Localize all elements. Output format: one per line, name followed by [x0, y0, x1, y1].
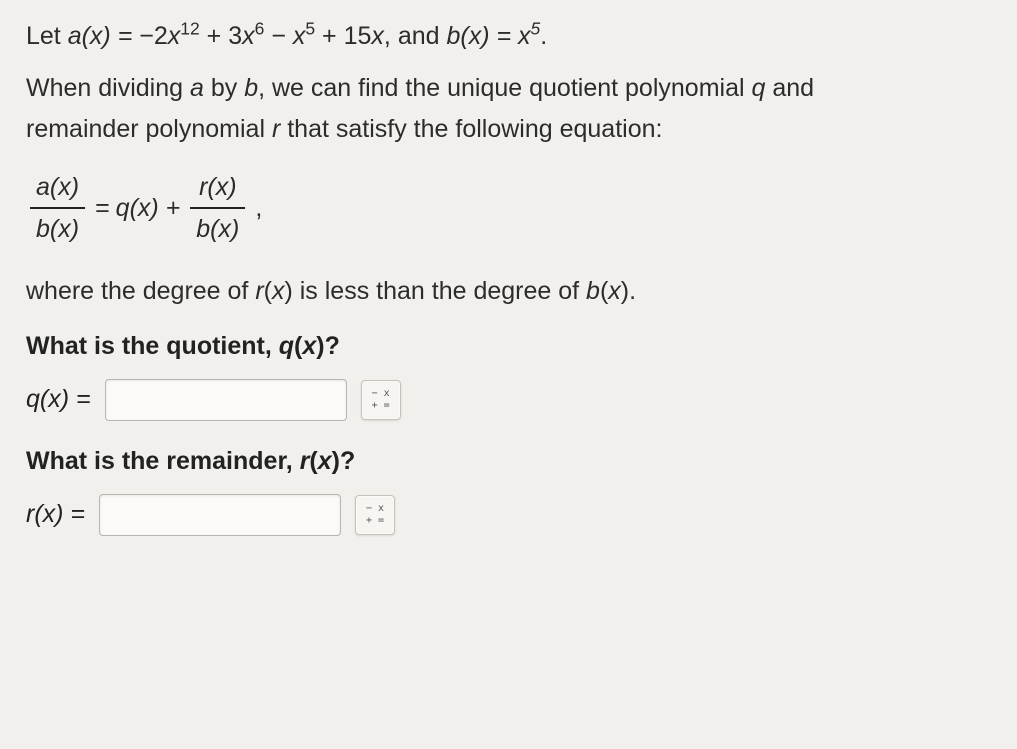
q-term: q(x) +	[116, 190, 181, 226]
eq-btn-row1: − x	[366, 504, 384, 514]
a-rhs: −2x12 + 3x6 − x5 + 15x	[139, 22, 384, 50]
remainder-input[interactable]	[99, 494, 341, 536]
problem-page: Let a(x) = −2x12 + 3x6 − x5 + 15x, and b…	[0, 0, 1017, 749]
remainder-prompt: What is the remainder, r(x)?	[26, 447, 991, 476]
frac1-den: b(x)	[30, 209, 85, 247]
equals: =	[95, 190, 110, 226]
b-lhs: b(x) =	[446, 22, 518, 50]
paragraph-line-1: When dividing a by b, we can find the un…	[26, 70, 991, 106]
eq-tail: ,	[255, 190, 262, 226]
period: .	[540, 22, 547, 50]
quotient-prompt: What is the quotient, q(x)?	[26, 332, 991, 361]
equation-editor-button-r[interactable]: − x + =	[355, 495, 395, 535]
where-clause: where the degree of r(x) is less than th…	[26, 273, 991, 309]
frac1-num: a(x)	[30, 169, 85, 209]
division-equation: a(x) b(x) = q(x) + r(x) b(x) ,	[26, 169, 991, 248]
eq-btn-row1: − x	[372, 389, 390, 399]
b-rhs: x5	[518, 22, 540, 50]
let-text: Let	[26, 22, 68, 50]
definition-line: Let a(x) = −2x12 + 3x6 − x5 + 15x, and b…	[26, 18, 991, 54]
eq-btn-row2: + =	[366, 516, 384, 526]
q-label: q(x) =	[26, 385, 91, 414]
frac2-num: r(x)	[190, 169, 245, 209]
and-text: , and	[384, 22, 447, 50]
paragraph-line-2: remainder polynomial r that satisfy the …	[26, 111, 991, 147]
frac2-den: b(x)	[190, 209, 245, 247]
remainder-answer-row: r(x) = − x + =	[26, 494, 991, 536]
fraction-ab: a(x) b(x)	[30, 169, 85, 248]
fraction-rb: r(x) b(x)	[190, 169, 245, 248]
equation-editor-button-q[interactable]: − x + =	[361, 380, 401, 420]
quotient-input[interactable]	[105, 379, 347, 421]
quotient-answer-row: q(x) = − x + =	[26, 379, 991, 421]
r-label: r(x) =	[26, 500, 85, 529]
eq-btn-row2: + =	[372, 401, 390, 411]
a-lhs: a(x) =	[68, 22, 140, 50]
